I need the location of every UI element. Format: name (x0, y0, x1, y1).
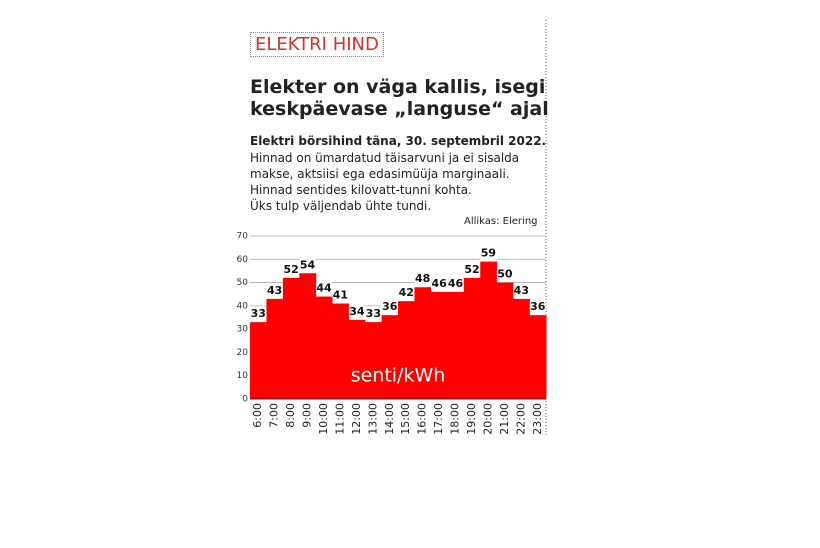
bar (398, 301, 415, 399)
value-label: 36 (530, 300, 546, 313)
x-tick-label: 18:00 (449, 403, 462, 435)
y-tick-label: 10 (237, 371, 249, 381)
value-label-bg (447, 276, 464, 291)
note: Üks tulp väljendab ühte tundi. (250, 199, 432, 213)
value-label-bg (414, 272, 431, 287)
bar (381, 315, 399, 399)
bar (480, 261, 498, 399)
x-tick-label: 17:00 (432, 403, 445, 435)
value-label-bg (332, 288, 349, 303)
x-tick-label: 19:00 (465, 403, 478, 435)
bar (299, 273, 317, 399)
bar (348, 319, 366, 399)
value-label: 59 (481, 247, 496, 260)
value-label: 34 (349, 305, 365, 318)
subtitle: Elektri börsihind täna, 30. septembril 2… (250, 134, 547, 148)
x-tick-label: 13:00 (366, 403, 379, 435)
x-tick-label: 10:00 (317, 403, 330, 435)
bar (430, 291, 448, 399)
value-label: 52 (464, 263, 479, 276)
value-label-bg (381, 300, 398, 315)
value-label-bg (365, 307, 382, 322)
value-label: 48 (415, 272, 430, 285)
value-label-bg (398, 286, 415, 301)
y-tick-label: 70 (237, 232, 249, 242)
y-tick-label: 20 (237, 348, 249, 358)
bar (332, 303, 350, 399)
x-tick-label: 8:00 (284, 403, 297, 428)
bar (414, 287, 432, 399)
x-tick-label: 20:00 (481, 403, 494, 435)
bar (447, 291, 465, 399)
value-label-bg (266, 283, 283, 298)
value-label-bg (299, 258, 316, 273)
x-tick-label: 22:00 (514, 403, 527, 435)
y-tick-label: 50 (237, 278, 249, 288)
value-label-bg (431, 276, 448, 291)
value-label-bg (348, 304, 365, 319)
bar (282, 277, 300, 399)
kicker: ELEKTRI HIND (250, 32, 384, 57)
value-label-bg (464, 262, 480, 277)
y-tick-label: 30 (237, 325, 249, 335)
bar (315, 296, 333, 399)
value-label: 54 (300, 258, 316, 271)
headline-2: keskpäevase „languse“ ajal (250, 98, 549, 120)
unit-label: senti/kWh (351, 365, 446, 387)
note: Hinnad sentides kilovatt-tunni kohta. (250, 183, 472, 197)
x-tick-label: 23:00 (531, 403, 544, 435)
x-tick-label: 14:00 (383, 403, 396, 435)
value-label: 33 (366, 307, 381, 320)
headline-1: Elekter on väga kallis, isegi (250, 76, 546, 98)
x-tick-label: 9:00 (301, 403, 314, 428)
x-tick-label: 16:00 (416, 403, 429, 435)
x-tick-label: 11:00 (333, 403, 346, 435)
bar (463, 277, 481, 399)
value-label-bg (283, 262, 300, 277)
y-tick-label: 60 (237, 255, 249, 265)
x-tick-label: 12:00 (350, 403, 363, 435)
x-tick-label: 21:00 (498, 403, 511, 435)
bar (529, 315, 547, 399)
value-label: 43 (267, 284, 282, 297)
value-label: 42 (399, 286, 414, 299)
value-label-bg (496, 267, 513, 282)
bar (250, 322, 267, 399)
value-label: 46 (448, 277, 464, 290)
value-label-bg (316, 281, 332, 296)
value-label: 46 (431, 277, 447, 290)
value-label-bg (529, 300, 546, 315)
bar (365, 322, 383, 399)
x-tick-label: 15:00 (399, 403, 412, 435)
value-label-bg (513, 283, 530, 298)
y-tick-label: 40 (237, 301, 249, 311)
value-label: 41 (333, 289, 348, 302)
value-label: 36 (382, 300, 398, 313)
note: makse, aktsiisi ega edasimüüja marginaal… (250, 167, 510, 181)
value-label: 50 (497, 268, 513, 281)
value-label-bg (250, 307, 267, 322)
note: Hinnad on ümardatud täisarvuni ja ei sis… (250, 151, 520, 165)
source: Allikas: Elering (464, 216, 538, 227)
value-label-bg (480, 246, 497, 261)
value-label: 33 (251, 307, 266, 320)
value-label: 44 (316, 282, 332, 295)
bar (266, 298, 284, 399)
y-tick-label: 0 (242, 395, 248, 405)
x-tick-label: 6:00 (251, 403, 264, 428)
value-label: 52 (283, 263, 298, 276)
value-label: 43 (514, 284, 529, 297)
x-tick-label: 7:00 (268, 403, 281, 428)
bar (513, 298, 531, 399)
bar (496, 282, 514, 399)
